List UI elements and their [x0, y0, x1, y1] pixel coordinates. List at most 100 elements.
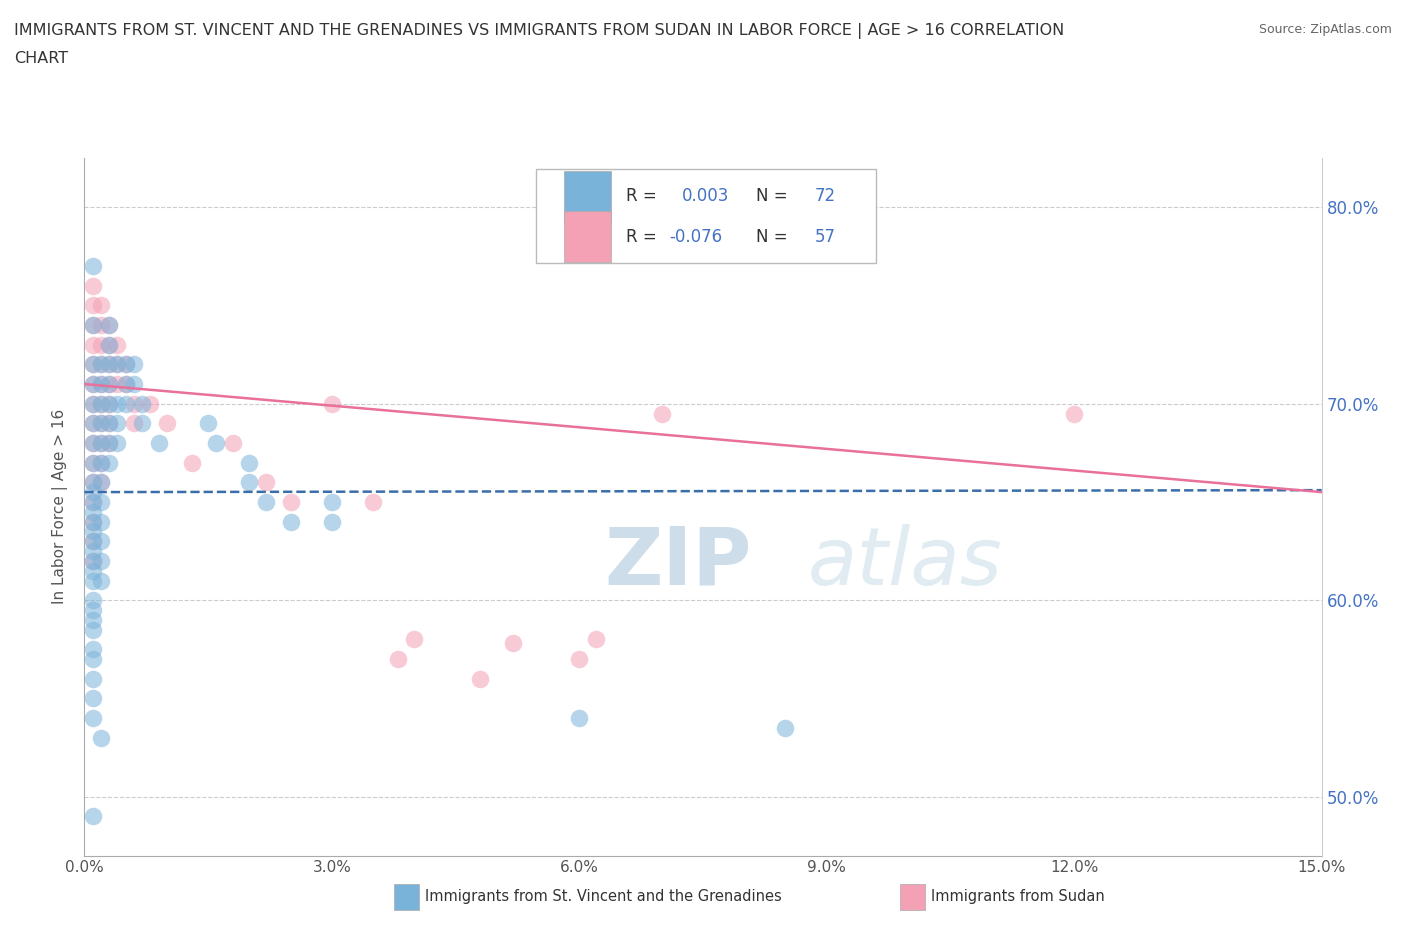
Point: [98, 318, 121, 333]
Point: [82, 534, 104, 549]
Text: Source: ZipAtlas.com: Source: ZipAtlas.com: [1258, 23, 1392, 36]
Text: Immigrants from St. Vincent and the Grenadines: Immigrants from St. Vincent and the Gren…: [425, 889, 782, 904]
Point: [82, 603, 104, 618]
Point: [82, 553, 104, 568]
Point: [82, 435, 104, 450]
Point: [280, 495, 302, 510]
Point: [82, 544, 104, 559]
Point: [90, 416, 112, 431]
Point: [82, 495, 104, 510]
Point: [98, 338, 121, 352]
Point: [404, 632, 426, 647]
Point: [105, 338, 128, 352]
Point: [82, 691, 104, 706]
Point: [82, 396, 104, 411]
Point: [105, 416, 128, 431]
Point: [82, 534, 104, 549]
Point: [651, 406, 673, 421]
Point: [82, 711, 104, 725]
Text: CHART: CHART: [14, 51, 67, 66]
Point: [98, 318, 121, 333]
Point: [105, 396, 128, 411]
Point: [82, 318, 104, 333]
Text: N =: N =: [756, 228, 787, 246]
Point: [470, 671, 492, 686]
Point: [122, 377, 145, 392]
Point: [98, 338, 121, 352]
Point: [131, 416, 153, 431]
Point: [90, 534, 112, 549]
Point: [82, 377, 104, 392]
Point: [585, 632, 607, 647]
Point: [90, 435, 112, 450]
Point: [82, 485, 104, 499]
Point: [90, 475, 112, 490]
Point: [98, 377, 121, 392]
Text: R =: R =: [626, 188, 657, 206]
Point: [122, 416, 145, 431]
Point: [90, 377, 112, 392]
Point: [98, 435, 121, 450]
Point: [82, 652, 104, 667]
Point: [105, 357, 128, 372]
FancyBboxPatch shape: [536, 168, 876, 263]
Point: [90, 455, 112, 470]
Point: [82, 416, 104, 431]
Point: [82, 357, 104, 372]
Point: [387, 652, 409, 667]
Point: [82, 455, 104, 470]
Point: [90, 318, 112, 333]
Bar: [564, 171, 612, 221]
Text: 72: 72: [814, 188, 835, 206]
Point: [156, 416, 179, 431]
Point: [197, 416, 219, 431]
Point: [90, 553, 112, 568]
Point: [98, 396, 121, 411]
Point: [568, 711, 591, 725]
Text: IMMIGRANTS FROM ST. VINCENT AND THE GRENADINES VS IMMIGRANTS FROM SUDAN IN LABOR: IMMIGRANTS FROM ST. VINCENT AND THE GREN…: [14, 23, 1064, 39]
Text: Immigrants from Sudan: Immigrants from Sudan: [931, 889, 1105, 904]
Point: [90, 514, 112, 529]
Point: [82, 416, 104, 431]
Point: [98, 435, 121, 450]
Text: 0.003: 0.003: [682, 188, 730, 206]
Point: [90, 416, 112, 431]
Point: [139, 396, 162, 411]
Point: [82, 259, 104, 273]
Point: [90, 573, 112, 588]
Point: [122, 396, 145, 411]
Text: atlas: atlas: [808, 524, 1002, 602]
Point: [82, 642, 104, 657]
Point: [98, 357, 121, 372]
Point: [90, 475, 112, 490]
Point: [90, 357, 112, 372]
Point: [114, 377, 136, 392]
Text: ZIP: ZIP: [605, 524, 751, 602]
Point: [90, 377, 112, 392]
Point: [90, 455, 112, 470]
Point: [98, 357, 121, 372]
Point: [502, 636, 524, 651]
Point: [114, 396, 136, 411]
Point: [82, 475, 104, 490]
Point: [568, 652, 591, 667]
Point: [105, 377, 128, 392]
Point: [114, 357, 136, 372]
Text: N =: N =: [756, 188, 787, 206]
Point: [82, 612, 104, 627]
Point: [254, 495, 277, 510]
Point: [90, 396, 112, 411]
Bar: [564, 211, 612, 261]
Point: [90, 435, 112, 450]
Point: [1063, 406, 1085, 421]
Point: [90, 730, 112, 745]
Point: [105, 435, 128, 450]
Point: [82, 524, 104, 538]
Point: [82, 504, 104, 519]
Point: [114, 377, 136, 392]
Point: [321, 495, 343, 510]
Point: [280, 514, 302, 529]
Point: [238, 455, 260, 470]
Point: [82, 671, 104, 686]
Point: [105, 357, 128, 372]
